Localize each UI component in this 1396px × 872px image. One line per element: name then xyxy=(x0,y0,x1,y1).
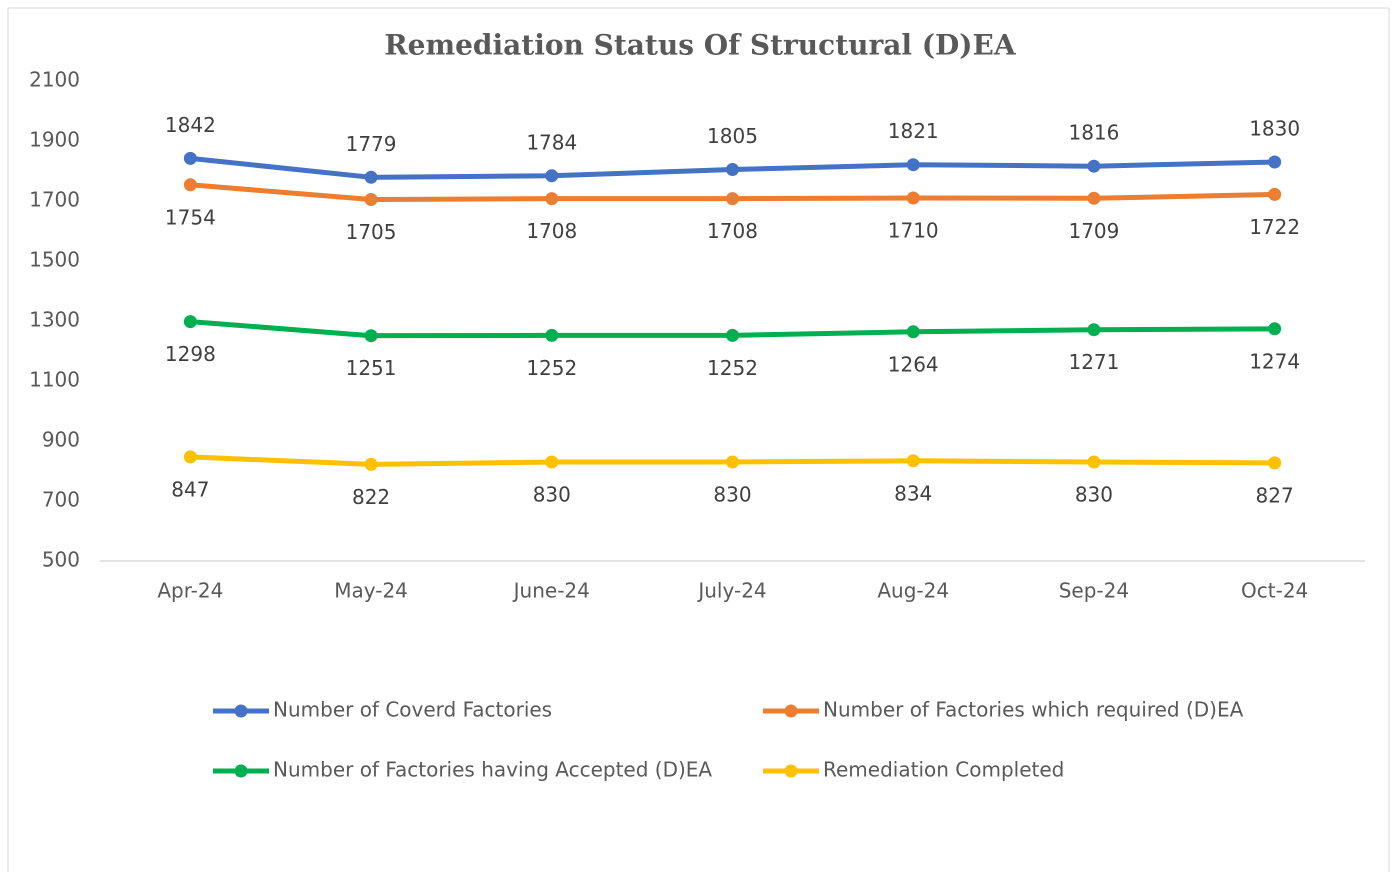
series-marker xyxy=(545,328,559,342)
series-marker xyxy=(545,192,559,206)
x-tick-label: Aug-24 xyxy=(877,579,949,603)
data-label: 1842 xyxy=(165,113,216,137)
y-tick-label: 500 xyxy=(42,548,80,572)
series-marker xyxy=(364,193,378,206)
legend-marker xyxy=(784,704,798,718)
series-marker xyxy=(545,455,559,469)
series-marker xyxy=(364,329,378,343)
data-label: 1252 xyxy=(707,356,758,380)
series-marker xyxy=(364,457,378,471)
legend-label: Number of Factories having Accepted (D)E… xyxy=(273,758,712,782)
series-marker xyxy=(183,450,197,464)
data-label: 1705 xyxy=(346,220,397,244)
legend-marker xyxy=(784,764,798,778)
series-marker xyxy=(1268,322,1282,336)
y-tick-label: 900 xyxy=(42,428,80,452)
series-marker xyxy=(1268,155,1282,169)
series-marker xyxy=(1268,456,1282,470)
series-marker xyxy=(1268,187,1282,201)
data-label: 1779 xyxy=(346,132,397,156)
legend-label: Remediation Completed xyxy=(823,758,1064,782)
x-tick-label: Oct-24 xyxy=(1241,579,1308,603)
legend-label: Number of Factories which required (D)EA xyxy=(823,698,1244,722)
data-label: 1830 xyxy=(1249,117,1300,141)
legend-marker xyxy=(234,704,248,718)
series-marker xyxy=(183,315,197,329)
y-tick-label: 1300 xyxy=(29,308,80,332)
data-label: 1251 xyxy=(346,356,397,380)
series-marker xyxy=(906,325,920,339)
series-marker xyxy=(726,328,739,342)
data-label: 1816 xyxy=(1068,121,1119,145)
series-marker xyxy=(1087,159,1101,173)
data-label: 1274 xyxy=(1249,349,1300,373)
series-marker xyxy=(726,163,739,176)
legend-label: Number of Coverd Factories xyxy=(273,698,552,722)
data-label: 830 xyxy=(1075,483,1113,507)
series-marker xyxy=(1087,191,1101,205)
y-tick-label: 1100 xyxy=(29,368,80,392)
series-marker xyxy=(183,151,197,165)
data-label: 822 xyxy=(352,485,390,509)
data-label: 1264 xyxy=(888,352,939,376)
y-tick-label: 1700 xyxy=(29,188,80,212)
data-label: 834 xyxy=(894,481,932,505)
data-label: 1821 xyxy=(888,119,939,143)
data-label: 1784 xyxy=(526,130,577,154)
series-marker xyxy=(726,455,739,469)
data-label: 847 xyxy=(171,477,209,501)
data-label: 830 xyxy=(713,483,751,507)
data-label: 1708 xyxy=(707,219,758,243)
x-tick-label: Apr-24 xyxy=(157,579,223,603)
chart-title: Remediation Status Of Structural (D)EA xyxy=(384,29,1017,62)
series-marker xyxy=(1087,323,1101,337)
x-tick-label: Sep-24 xyxy=(1059,579,1129,603)
data-label: 1805 xyxy=(707,124,758,148)
y-tick-label: 1500 xyxy=(29,248,80,272)
series-marker xyxy=(364,170,378,184)
series-marker xyxy=(906,191,920,205)
chart-border xyxy=(7,7,1390,872)
x-tick-label: June-24 xyxy=(512,579,590,603)
legend-marker xyxy=(234,764,248,778)
series-marker xyxy=(726,192,739,206)
x-tick-label: May-24 xyxy=(334,579,408,603)
y-tick-label: 2100 xyxy=(29,68,80,92)
data-label: 1754 xyxy=(165,205,216,229)
data-label: 827 xyxy=(1256,483,1294,507)
series-marker xyxy=(183,178,197,192)
data-label: 1708 xyxy=(526,219,577,243)
series-marker xyxy=(1087,455,1101,469)
x-tick-label: July-24 xyxy=(696,579,766,603)
data-label: 1722 xyxy=(1249,215,1300,239)
y-tick-label: 1900 xyxy=(29,128,80,152)
data-label: 1271 xyxy=(1068,350,1119,374)
y-tick-label: 700 xyxy=(42,488,80,512)
series-marker xyxy=(906,158,920,172)
data-label: 1298 xyxy=(165,342,216,366)
data-label: 1710 xyxy=(888,219,939,243)
data-label: 1709 xyxy=(1068,219,1119,243)
series-marker xyxy=(906,454,920,468)
series-marker xyxy=(545,169,559,183)
data-label: 830 xyxy=(533,483,571,507)
data-label: 1252 xyxy=(526,356,577,380)
